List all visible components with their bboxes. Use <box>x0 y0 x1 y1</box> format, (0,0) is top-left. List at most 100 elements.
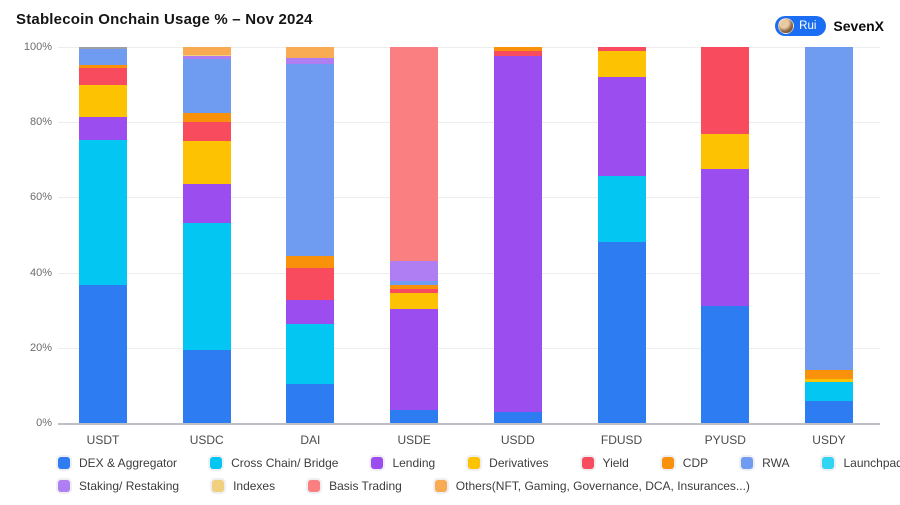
brand-area: Rui SevenX <box>775 16 884 36</box>
legend-swatch-icon <box>741 457 754 469</box>
bar-segment[interactable] <box>597 176 646 242</box>
legend-item[interactable]: Cross Chain/ Bridge <box>210 456 338 470</box>
bar-segment[interactable] <box>286 384 335 423</box>
x-axis-label: USDE <box>397 433 431 447</box>
bar-segment[interactable] <box>182 54 231 57</box>
bar-segment[interactable] <box>804 381 853 402</box>
bar-segment[interactable] <box>182 56 231 59</box>
legend-swatch-icon <box>661 457 674 469</box>
bar-segment[interactable] <box>390 409 439 423</box>
bar-segment[interactable] <box>804 401 853 423</box>
bar-segment[interactable] <box>390 292 439 310</box>
bar-segment[interactable] <box>597 50 646 78</box>
bar-segment[interactable] <box>597 47 646 51</box>
legend-row: Staking/ Restaking Indexes Basis Trading Ot… <box>58 479 750 493</box>
bar-segment[interactable] <box>390 261 439 281</box>
legend-item[interactable]: Lending <box>371 456 435 470</box>
y-tick-label: 100% <box>23 41 52 53</box>
bar-segment[interactable] <box>493 50 542 57</box>
bar-segment[interactable] <box>286 47 335 59</box>
bar-segment[interactable] <box>286 324 335 385</box>
bar-segment[interactable] <box>390 47 439 261</box>
x-axis-label: USDC <box>189 433 224 447</box>
gridline <box>58 272 880 274</box>
legend-swatch-icon <box>58 480 70 492</box>
bar-segment[interactable] <box>701 169 750 306</box>
legend-label: RWA <box>762 456 790 470</box>
bar-segment[interactable] <box>804 370 853 379</box>
y-tick-label: 20% <box>29 341 52 354</box>
legend-item[interactable]: CDP <box>661 456 709 470</box>
bar-segment[interactable] <box>493 412 542 423</box>
bar-segment[interactable] <box>182 58 231 113</box>
bar-segment[interactable] <box>79 47 127 49</box>
legend-label: Indexes <box>233 479 276 493</box>
chart-title: Stablecoin Onchain Usage % – Nov 2024 <box>16 11 313 28</box>
x-axis-label: USDD <box>500 433 535 447</box>
bar-segment[interactable] <box>79 65 127 69</box>
rui-avatar-icon <box>778 18 795 34</box>
legend-swatch-icon <box>210 457 223 469</box>
bar-segment[interactable] <box>79 139 127 286</box>
bar-segment[interactable] <box>79 285 127 423</box>
legend-item[interactable]: Launchpad <box>822 456 900 470</box>
bar-segment[interactable] <box>79 116 127 140</box>
y-tick-label: 60% <box>29 191 52 204</box>
bar-segment[interactable] <box>182 47 231 55</box>
bar-segment[interactable] <box>597 77 646 177</box>
bar-segment[interactable] <box>390 280 439 286</box>
bar-segment[interactable] <box>390 288 439 293</box>
legend-item[interactable]: Staking/ Restaking <box>58 479 179 493</box>
gridline <box>58 347 880 349</box>
bar-segment[interactable] <box>286 63 335 257</box>
x-axis-label: FDUSD <box>600 433 643 447</box>
legend-item[interactable]: Derivatives <box>468 456 549 470</box>
bar-segment[interactable] <box>597 241 646 423</box>
bar-segment[interactable] <box>79 68 127 86</box>
bar-segment[interactable] <box>182 112 231 122</box>
x-axis-label: USDT <box>86 433 120 447</box>
bar-segment[interactable] <box>182 140 231 184</box>
bar-segment[interactable] <box>182 121 231 141</box>
legend-swatch-icon <box>58 457 70 469</box>
bar-segment[interactable] <box>804 47 853 371</box>
bar-segment[interactable] <box>79 85 127 117</box>
x-axis-label: USDY <box>812 433 846 447</box>
bar-segment[interactable] <box>182 349 231 423</box>
legend-item[interactable]: Others(NFT, Gaming, Governance, DCA, Ins… <box>434 479 750 493</box>
legend-swatch-icon <box>822 457 835 469</box>
bar-segment[interactable] <box>390 285 439 289</box>
legend-label: Derivatives <box>489 456 549 470</box>
legend-item[interactable]: RWA <box>741 456 789 470</box>
bar-segment[interactable] <box>493 56 542 413</box>
bar-segment[interactable] <box>701 47 750 134</box>
bar-segment[interactable] <box>286 267 335 300</box>
gridline <box>58 122 880 124</box>
stacked-bar-usdt <box>79 47 127 423</box>
bar-segment[interactable] <box>286 299 335 325</box>
legend-label: Lending <box>392 456 436 470</box>
bar-segment[interactable] <box>804 378 853 382</box>
bar-segment[interactable] <box>493 47 542 51</box>
rui-badge[interactable]: Rui <box>775 16 827 36</box>
legend-item[interactable]: Yield <box>581 456 629 470</box>
legend-item[interactable]: Indexes <box>212 479 275 493</box>
legend-swatch-icon <box>371 457 384 469</box>
bar-segment[interactable] <box>286 256 335 268</box>
bar-segment[interactable] <box>701 305 750 423</box>
bar-segment[interactable] <box>390 309 439 410</box>
legend-item[interactable]: Basis Trading <box>308 479 402 493</box>
bar-segment[interactable] <box>182 183 231 223</box>
stacked-bar-usdc <box>182 47 231 423</box>
legend-label: Cross Chain/ Bridge <box>231 456 339 470</box>
rui-badge-label: Rui <box>799 20 817 32</box>
bar-segment[interactable] <box>182 222 231 350</box>
legend-item[interactable]: DEX & Aggregator <box>58 456 177 470</box>
y-tick-label: 0% <box>36 417 52 429</box>
bar-segment[interactable] <box>701 133 750 170</box>
legend-label: CDP <box>682 456 709 470</box>
bar-segment[interactable] <box>79 48 127 66</box>
legend-swatch-icon <box>212 480 225 492</box>
bar-segment[interactable] <box>286 58 335 64</box>
